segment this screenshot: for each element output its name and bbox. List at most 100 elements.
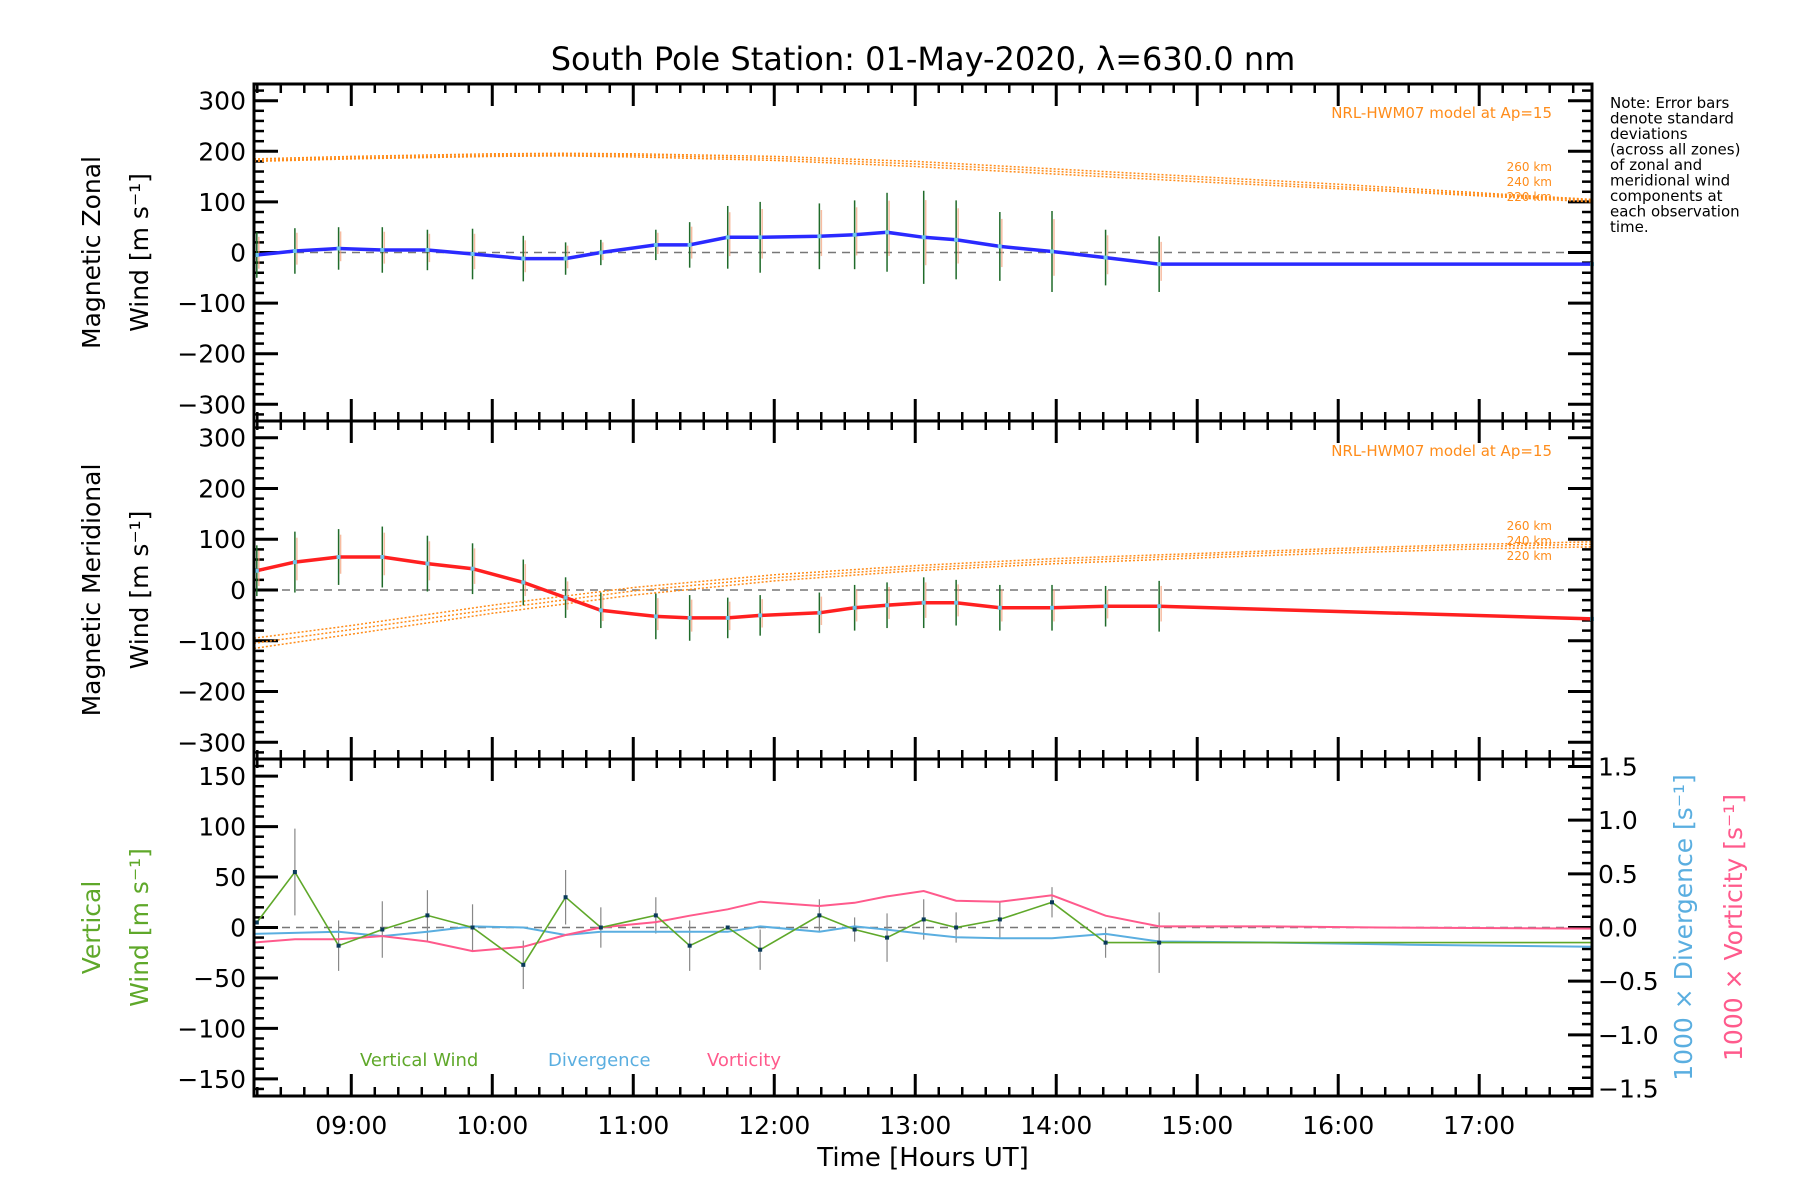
data-point — [380, 555, 385, 560]
data-point — [653, 614, 658, 619]
data-point — [292, 248, 297, 253]
panel-vertical: 150 100 50 0 −50 −100 −150 1.5 1.0 0.5 0.0 −0.5 −1.0… — [77, 753, 1748, 1104]
data-point — [1050, 605, 1055, 610]
y-tick-label: 0 — [230, 239, 246, 268]
y-axis-label-line2: Wind [m s⁻¹] — [125, 848, 154, 1007]
x-tick-label: 16:00 — [1302, 1111, 1374, 1140]
y-tick-label: −100 — [177, 289, 246, 318]
y-tick-label: −200 — [177, 678, 246, 707]
y-tick-label: 0 — [230, 914, 246, 943]
right-y-tick-label: 0.0 — [1598, 914, 1638, 943]
model-altitude-label: 220 km — [1507, 549, 1552, 563]
data-point — [817, 234, 822, 239]
data-point — [598, 250, 603, 255]
data-point — [1157, 604, 1162, 609]
data-point — [598, 608, 603, 613]
legend-item-vorticity: Vorticity — [707, 1050, 781, 1071]
x-tick-label: 12:00 — [738, 1111, 810, 1140]
right-axis-label-vorticity: 1000 × Vorticity [s⁻¹] — [1719, 794, 1748, 1061]
model-line-260km — [253, 152, 1593, 201]
panel-meridional: 300 200 100 0 −100 −200 −300 Magnetic Meridiona… — [77, 419, 1594, 761]
data-point — [1103, 940, 1108, 945]
x-tick-label: 14:00 — [1020, 1111, 1092, 1140]
model-label: NRL-HWM07 model at Ap=15 — [1331, 104, 1552, 122]
data-point — [425, 247, 430, 252]
y-tick-label: −150 — [177, 1065, 246, 1094]
data-point — [997, 917, 1002, 922]
chart-title: South Pole Station: 01-May-2020, λ=630.0… — [551, 40, 1296, 78]
data-point — [817, 913, 822, 918]
legend-item-vertical-wind: Vertical Wind — [360, 1050, 478, 1071]
y-tick-label: 100 — [198, 813, 246, 842]
right-y-tick-label: 0.5 — [1598, 860, 1638, 889]
note-line: denote standard — [1610, 110, 1734, 128]
model-altitude-label: 240 km — [1507, 175, 1552, 189]
x-tick-label: 10:00 — [456, 1111, 528, 1140]
x-tick-label: 15:00 — [1161, 1111, 1233, 1140]
data-point — [954, 600, 959, 605]
y-tick-label: 200 — [198, 137, 246, 166]
panel-zonal: 300 200 100 0 −100 −200 −300 Magnetic Zonal Wind… — [77, 82, 1594, 423]
y-axis-label-line2: Wind [m s⁻¹] — [125, 173, 154, 332]
data-point — [292, 560, 297, 565]
data-point — [563, 595, 568, 600]
y-tick-label: −200 — [177, 340, 246, 369]
model-line-260km — [253, 541, 1593, 639]
data-point — [997, 244, 1002, 249]
data-point — [521, 580, 526, 585]
y-axis-label-line2: Wind [m s⁻¹] — [125, 511, 154, 670]
legend-item-divergence: Divergence — [548, 1050, 651, 1071]
data-point — [521, 256, 526, 261]
data-point — [725, 235, 730, 240]
data-point — [885, 603, 890, 608]
x-tick-label: 17:00 — [1443, 1111, 1515, 1140]
note-line: components at — [1610, 187, 1723, 205]
note-line: (across all zones) — [1610, 141, 1740, 159]
y-axis-label-line1: Vertical — [77, 881, 106, 975]
data-point — [598, 925, 603, 930]
data-point — [653, 913, 658, 918]
y-tick-label: −100 — [177, 1014, 246, 1043]
y-tick-label: −100 — [177, 627, 246, 656]
x-tick-label: 09:00 — [315, 1111, 387, 1140]
data-point — [470, 252, 475, 257]
y-axis-label-line1: Magnetic Meridional — [77, 464, 106, 717]
data-point — [470, 925, 475, 930]
x-tick-label: 11:00 — [597, 1111, 669, 1140]
data-point — [687, 242, 692, 247]
data-point — [1050, 900, 1055, 905]
data-point — [725, 615, 730, 620]
data-point — [1157, 940, 1162, 945]
data-point — [1050, 249, 1055, 254]
y-tick-label: −50 — [193, 964, 246, 993]
data-point — [1103, 604, 1108, 609]
data-point — [425, 561, 430, 566]
y-tick-label: 150 — [198, 762, 246, 791]
y-tick-label: 300 — [198, 87, 246, 116]
data-point — [336, 555, 341, 560]
model-altitude-label: 240 km — [1507, 534, 1552, 548]
model-label: NRL-HWM07 model at Ap=15 — [1331, 442, 1552, 460]
data-point — [921, 917, 926, 922]
y-axis-label-line1: Magnetic Zonal — [77, 156, 106, 349]
data-point — [852, 927, 857, 932]
data-point — [997, 605, 1002, 610]
x-tick-label: 13:00 — [879, 1111, 951, 1140]
data-point — [758, 613, 763, 618]
data-point — [954, 925, 959, 930]
right-y-tick-label: −1.0 — [1598, 1021, 1659, 1050]
right-y-tick-label: 1.5 — [1598, 753, 1638, 782]
data-point — [687, 615, 692, 620]
data-point — [425, 913, 430, 918]
divergence-line — [253, 925, 1593, 948]
note-line: each observation — [1610, 203, 1740, 221]
data-point — [254, 920, 259, 925]
data-point — [954, 237, 959, 242]
data-point — [817, 610, 822, 615]
right-y-tick-label: −0.5 — [1598, 967, 1659, 996]
data-point — [380, 247, 385, 252]
